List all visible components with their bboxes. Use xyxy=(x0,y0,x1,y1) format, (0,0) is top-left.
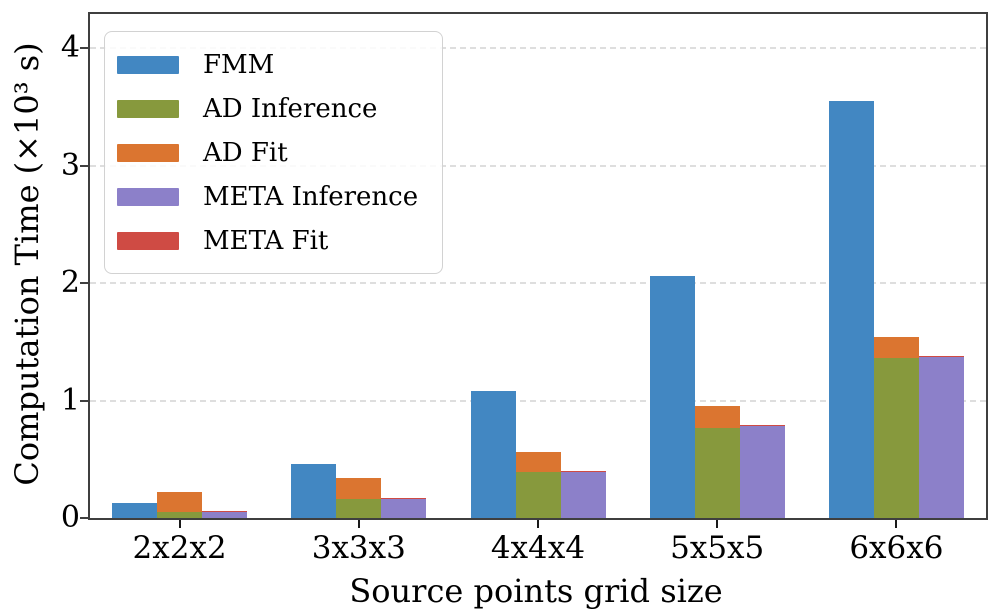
bar-meta-inference-3x3x3 xyxy=(381,499,427,518)
gridline-y1 xyxy=(90,399,986,402)
gridline-y2 xyxy=(90,282,986,285)
bar-ad-fit-6x6x6 xyxy=(873,337,919,359)
bar-fmm-5x5x5 xyxy=(649,276,695,518)
bar-fmm-6x6x6 xyxy=(828,100,874,518)
legend-label-ad-inference: AD Inference xyxy=(203,94,378,124)
bar-meta-inference-4x4x4 xyxy=(560,472,606,518)
bar-meta-inference-6x6x6 xyxy=(918,357,964,518)
legend-label-meta-fit: META Fit xyxy=(203,226,329,256)
bar-fmm-3x3x3 xyxy=(291,463,337,518)
x-tick-label-4x4x4: 4x4x4 xyxy=(490,530,586,566)
bar-ad-inference-2x2x2 xyxy=(157,512,203,518)
x-axis-label: Source points grid size xyxy=(349,572,723,610)
y-tick-2 xyxy=(80,282,88,285)
x-tick-label-6x6x6: 6x6x6 xyxy=(849,530,944,566)
legend-item-fmm: FMM xyxy=(117,52,418,78)
legend-item-ad-fit: AD Fit xyxy=(117,140,418,166)
legend-swatch-ad-inference xyxy=(117,100,179,118)
y-tick-label-1: 1 xyxy=(60,382,80,418)
bar-meta-fit-2x2x2 xyxy=(202,510,248,513)
y-tick-4 xyxy=(80,47,88,50)
bar-ad-fit-2x2x2 xyxy=(157,492,203,513)
x-tick-3x3x3 xyxy=(357,520,360,528)
y-tick-label-2: 2 xyxy=(60,265,80,301)
bar-ad-inference-4x4x4 xyxy=(515,472,561,518)
x-tick-2x2x2 xyxy=(178,520,181,528)
bar-meta-fit-4x4x4 xyxy=(560,471,606,473)
bar-ad-fit-5x5x5 xyxy=(694,406,740,428)
bar-meta-inference-5x5x5 xyxy=(739,426,785,518)
bar-meta-fit-6x6x6 xyxy=(918,355,964,358)
bar-fmm-4x4x4 xyxy=(470,391,516,518)
legend-label-meta-inference: META Inference xyxy=(203,182,419,212)
legend-item-meta-inference: META Inference xyxy=(117,184,418,210)
legend-swatch-fmm xyxy=(117,56,179,74)
x-tick-label-5x5x5: 5x5x5 xyxy=(670,530,765,566)
x-tick-4x4x4 xyxy=(537,520,539,528)
y-tick-label-0: 0 xyxy=(60,500,80,535)
legend-swatch-meta-fit xyxy=(117,232,179,250)
bar-fmm-2x2x2 xyxy=(112,502,158,518)
legend-item-meta-fit: META Fit xyxy=(117,228,418,254)
bar-meta-fit-3x3x3 xyxy=(381,498,427,500)
y-tick-1 xyxy=(80,399,88,402)
legend-item-ad-inference: AD Inference xyxy=(117,96,418,122)
legend-label-fmm: FMM xyxy=(203,50,275,80)
gridline-y3 xyxy=(90,164,986,167)
bar-meta-fit-5x5x5 xyxy=(739,425,785,427)
gridline-y4 xyxy=(90,47,986,50)
x-tick-6x6x6 xyxy=(895,520,898,528)
y-tick-3 xyxy=(80,164,88,167)
x-tick-label-2x2x2: 2x2x2 xyxy=(132,530,227,566)
y-tick-label-4: 4 xyxy=(60,30,80,66)
bar-ad-fit-4x4x4 xyxy=(515,452,561,473)
bar-meta-inference-2x2x2 xyxy=(202,512,248,518)
bar-ad-inference-3x3x3 xyxy=(336,499,382,518)
plot-area: FMM AD Inference AD Fit META Inference META … xyxy=(61,12,988,566)
legend-swatch-ad-fit xyxy=(117,144,179,162)
bar-ad-inference-6x6x6 xyxy=(873,358,919,518)
x-tick-label-3x3x3: 3x3x3 xyxy=(311,530,406,566)
bar-ad-fit-3x3x3 xyxy=(336,478,382,500)
y-tick-0 xyxy=(80,517,88,519)
legend-swatch-meta-inference xyxy=(117,188,179,206)
bar-ad-inference-5x5x5 xyxy=(694,427,740,518)
y-tick-label-3: 3 xyxy=(60,147,80,183)
y-axis-label: Computation Time (×10³ s) xyxy=(8,42,46,486)
legend-label-ad-fit: AD Fit xyxy=(203,138,288,168)
x-tick-5x5x5 xyxy=(716,520,719,528)
legend: FMM AD Inference AD Fit META Inference META … xyxy=(104,31,444,274)
